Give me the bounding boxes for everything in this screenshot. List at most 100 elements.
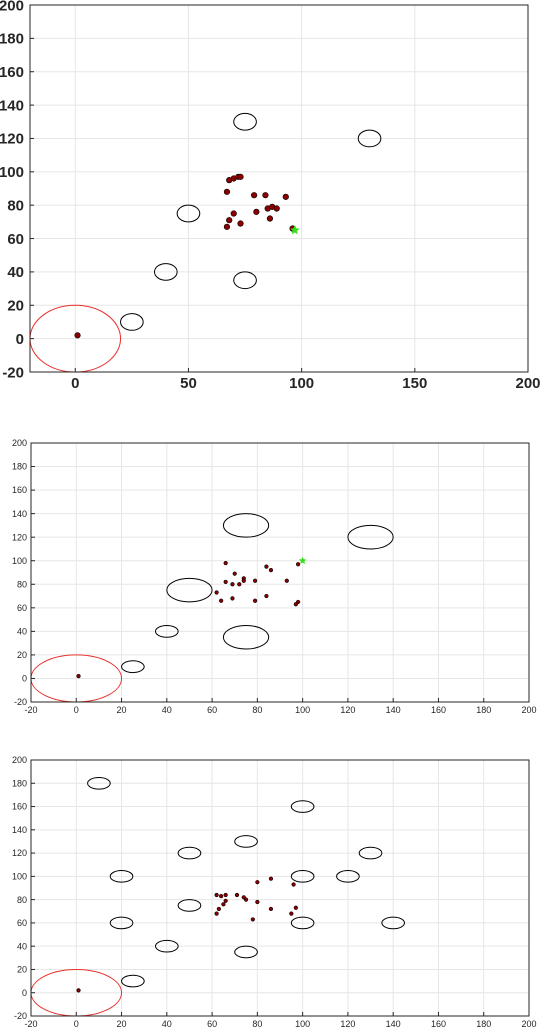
obstacle xyxy=(109,870,134,883)
agent-point xyxy=(216,906,221,912)
agent-point xyxy=(223,892,228,898)
x-tick-label: -20 xyxy=(24,1019,37,1028)
chart-bottom-svg: -20 0 20 40 60 80 100 120 140 160 180 200 -20 0 20 40 60… xyxy=(12,755,537,1028)
y-tick-label: -20 xyxy=(2,364,24,381)
y-tick-label: 160 xyxy=(0,64,24,81)
agent-point xyxy=(230,210,237,217)
agent-point xyxy=(223,898,228,903)
x-tick-label: 100 xyxy=(289,375,314,392)
x-tick-label: 80 xyxy=(252,1019,262,1028)
x-tick-label: 150 xyxy=(402,375,427,392)
plot-top: 0 50 100 150 200 -20 0 20 40 60 80 100 120 140 160 180 2… xyxy=(0,0,540,392)
agent-point xyxy=(243,897,249,902)
agent-point xyxy=(282,193,289,200)
x-tick-label: 120 xyxy=(340,705,355,714)
y-tick-label: 180 xyxy=(0,31,24,48)
x-tick-label: 100 xyxy=(295,705,310,714)
obstacle xyxy=(357,129,382,148)
plot-bottom: -20 0 20 40 60 80 100 120 140 160 180 200 -20 0 20 40 60… xyxy=(0,748,540,1028)
agent-point xyxy=(230,582,235,587)
obstacle xyxy=(176,204,201,223)
agent-point xyxy=(237,220,244,227)
x-tick-label: 50 xyxy=(180,375,197,392)
plot-area xyxy=(31,443,529,702)
agent-point xyxy=(214,892,219,898)
x-tick-label: 120 xyxy=(340,1019,355,1028)
obstacle xyxy=(233,271,257,290)
x-tick-label: -20 xyxy=(24,705,37,714)
obstacle xyxy=(381,916,406,930)
plot-area xyxy=(31,760,529,1016)
y-tick-label: 80 xyxy=(7,197,24,214)
agent-point xyxy=(253,578,258,583)
agent-point xyxy=(214,590,219,595)
agent-point xyxy=(284,578,289,583)
y-tick-label: 0 xyxy=(22,988,27,998)
agent-point xyxy=(74,332,81,339)
x-tick-label: 180 xyxy=(476,705,491,714)
axes-box xyxy=(30,759,530,1017)
obstacle xyxy=(233,112,257,131)
x-tick-label: 160 xyxy=(431,1019,446,1028)
y-tick-label: 120 xyxy=(0,131,24,148)
obstacle xyxy=(222,513,270,538)
x-tick-label: 40 xyxy=(162,1019,172,1028)
x-tick-label: 200 xyxy=(515,375,540,392)
agent-point xyxy=(223,223,231,230)
obstacle xyxy=(347,524,394,550)
x-tick-label: 0 xyxy=(71,375,79,392)
x-tick-label: 20 xyxy=(117,705,127,714)
y-tick-label: 20 xyxy=(17,965,27,975)
y-tick-label: 60 xyxy=(17,918,27,928)
obstacle xyxy=(234,835,258,848)
agent-point xyxy=(253,208,260,215)
y-tick-label: -20 xyxy=(14,1011,27,1021)
obstacle xyxy=(121,660,145,674)
y-tick-label: 0 xyxy=(22,674,27,684)
agent-point xyxy=(237,582,242,587)
x-tick-label: 0 xyxy=(74,705,79,714)
y-tick-label: 140 xyxy=(12,825,27,835)
agent-point xyxy=(219,894,224,899)
y-tick-label: 180 xyxy=(12,462,27,472)
x-tick-label: 60 xyxy=(207,705,217,714)
y-tick-label: 40 xyxy=(17,941,27,951)
agent-point xyxy=(255,880,260,885)
agent-point xyxy=(223,579,228,585)
y-tick-label: 200 xyxy=(12,438,27,448)
y-tick-label: -20 xyxy=(14,697,27,707)
y-tick-label: 80 xyxy=(17,895,27,905)
obstacle xyxy=(290,916,315,930)
y-tick-label: 100 xyxy=(12,872,27,882)
agent-point xyxy=(264,564,269,569)
obstacle xyxy=(336,870,360,883)
agent-point xyxy=(264,593,269,599)
y-tick-label: 120 xyxy=(12,848,27,858)
y-tick-label: 0 xyxy=(16,331,24,348)
x-tick-label: 80 xyxy=(252,705,262,714)
axes-box xyxy=(30,442,530,703)
agent-point xyxy=(266,215,274,222)
y-tick-label: 120 xyxy=(12,532,27,542)
obstacle xyxy=(87,776,111,790)
y-tick-label: 40 xyxy=(7,264,24,281)
agent-point xyxy=(289,911,294,916)
obstacle xyxy=(154,263,178,281)
plot-area xyxy=(30,5,528,372)
y-tick-label: 200 xyxy=(0,0,24,14)
axes-box xyxy=(29,4,529,373)
chart-middle-svg: -20 0 20 40 60 80 100 120 140 160 180 200 -20 0 20 40 60… xyxy=(12,438,537,714)
agent-point xyxy=(223,188,231,195)
agent-point xyxy=(251,192,258,199)
obstacle xyxy=(234,945,258,959)
obstacle xyxy=(155,624,179,638)
obstacle xyxy=(290,870,315,883)
obstacle xyxy=(120,313,144,331)
agent-point xyxy=(232,571,237,576)
obstacle xyxy=(177,899,202,912)
plot-middle: -20 0 20 40 60 80 100 120 140 160 180 200 -20 0 20 40 60… xyxy=(0,432,540,714)
agent-point xyxy=(293,602,298,607)
agent-point xyxy=(268,906,274,912)
y-tick-label: 100 xyxy=(12,556,27,566)
obstacle xyxy=(177,846,202,860)
